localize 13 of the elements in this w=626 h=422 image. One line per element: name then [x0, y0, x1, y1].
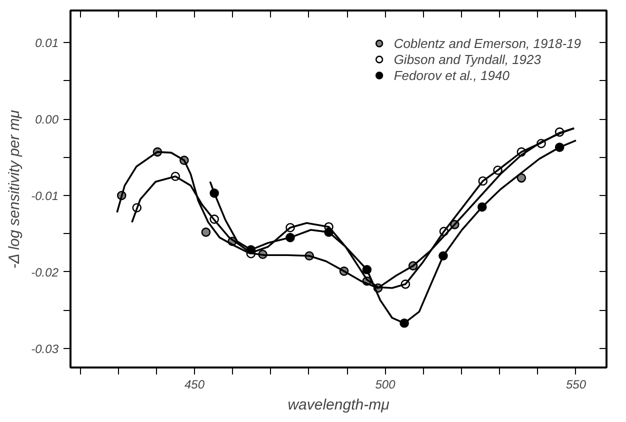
- y-tick-label: -0.02: [31, 265, 59, 280]
- y-tick-label: 0.01: [35, 36, 59, 50]
- y-tick-label: -0.03: [31, 342, 59, 356]
- x-axis-title: wavelength-mμ: [288, 396, 390, 414]
- x-tick-label: 500: [375, 378, 396, 392]
- legend-label: Fedorov et al., 1940: [394, 67, 510, 83]
- legend-label: Coblentz and Emerson, 1918-19: [394, 35, 581, 51]
- legend-label: Gibson and Tyndall, 1923: [394, 51, 542, 67]
- x-tick-label: 450: [184, 378, 205, 392]
- y-tick-label: -0.01: [31, 189, 59, 203]
- y-axis-title: -Δ log sensitivity per mμ: [6, 110, 24, 269]
- x-tick-label: 550: [566, 378, 586, 392]
- y-tick-label: 0.00: [35, 112, 59, 127]
